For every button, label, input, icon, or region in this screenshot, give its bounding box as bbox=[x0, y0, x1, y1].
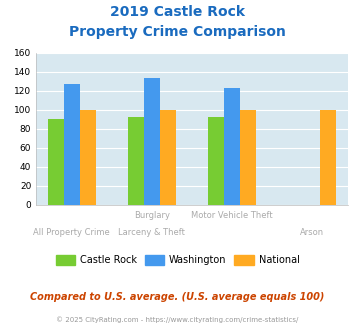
Text: Larceny & Theft: Larceny & Theft bbox=[118, 228, 185, 237]
Bar bbox=[160, 110, 176, 205]
Bar bbox=[224, 88, 240, 205]
Bar bbox=[48, 119, 64, 205]
Text: Burglary: Burglary bbox=[133, 211, 170, 220]
Bar bbox=[240, 110, 256, 205]
Bar bbox=[208, 117, 224, 205]
Text: Compared to U.S. average. (U.S. average equals 100): Compared to U.S. average. (U.S. average … bbox=[30, 292, 325, 302]
Bar bbox=[320, 110, 336, 205]
Text: © 2025 CityRating.com - https://www.cityrating.com/crime-statistics/: © 2025 CityRating.com - https://www.city… bbox=[56, 317, 299, 323]
Bar bbox=[80, 110, 95, 205]
Text: 2019 Castle Rock: 2019 Castle Rock bbox=[110, 5, 245, 19]
Bar bbox=[144, 79, 160, 205]
Text: All Property Crime: All Property Crime bbox=[33, 228, 110, 237]
Text: Arson: Arson bbox=[300, 228, 324, 237]
Bar bbox=[127, 117, 144, 205]
Bar bbox=[64, 84, 80, 205]
Text: Motor Vehicle Theft: Motor Vehicle Theft bbox=[191, 211, 273, 220]
Text: Property Crime Comparison: Property Crime Comparison bbox=[69, 25, 286, 39]
Legend: Castle Rock, Washington, National: Castle Rock, Washington, National bbox=[52, 251, 303, 269]
